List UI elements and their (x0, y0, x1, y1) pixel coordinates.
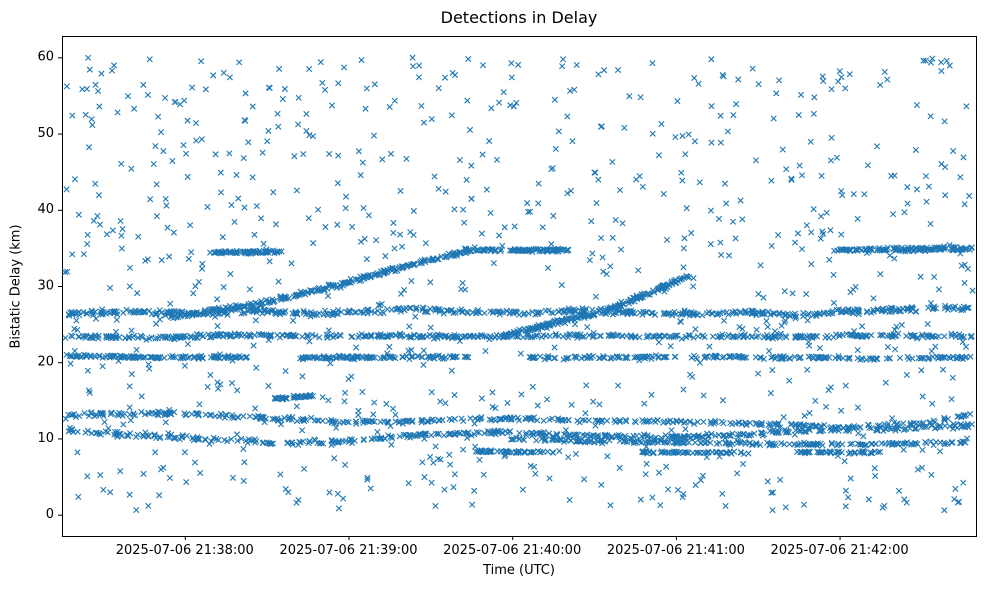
y-axis-label: Bistatic Delay (km) (8, 224, 24, 349)
chart-title: Detections in Delay (440, 8, 598, 27)
x-axis-label: Time (UTC) (483, 563, 555, 578)
